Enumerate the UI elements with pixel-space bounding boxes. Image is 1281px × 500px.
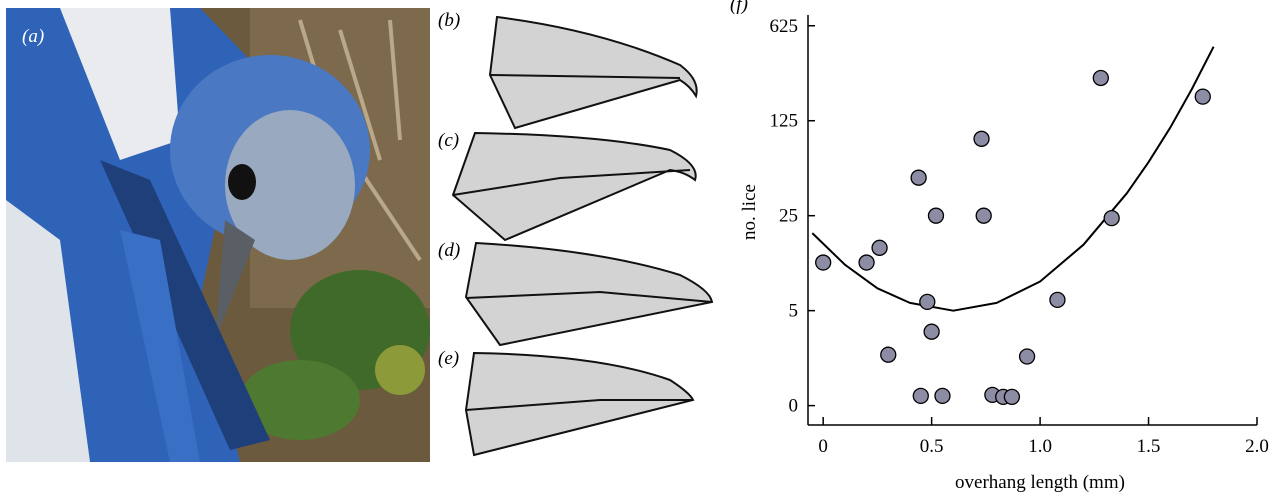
- data-point: [872, 240, 887, 255]
- fit-curve: [812, 47, 1213, 311]
- data-point: [911, 170, 926, 185]
- data-point: [976, 208, 991, 223]
- y-tick-label: 5: [789, 301, 799, 322]
- data-point: [920, 294, 935, 309]
- x-tick-label: 0.5: [920, 436, 944, 457]
- panel-label: (e): [438, 348, 459, 369]
- data-point: [1195, 89, 1210, 104]
- y-tick-label: 125: [770, 111, 799, 132]
- x-axis-title: overhang length (mm): [955, 472, 1125, 493]
- data-point: [1104, 211, 1119, 226]
- data-point: [1004, 389, 1019, 404]
- data-point: [924, 324, 939, 339]
- y-axis-title: no. lice: [739, 184, 760, 240]
- data-point: [935, 388, 950, 403]
- data-point: [1020, 349, 1035, 364]
- data-point: [859, 255, 874, 270]
- x-tick-label: 2.0: [1245, 436, 1269, 457]
- data-point: [928, 208, 943, 223]
- figure: (a) (b) (c) (d) (e) (f) overhang length …: [0, 0, 1281, 495]
- x-tick-label: 1.5: [1137, 436, 1161, 457]
- data-point: [816, 255, 831, 270]
- y-tick-label: 0: [789, 396, 799, 417]
- x-tick-label: 0: [818, 436, 828, 457]
- panel-label: (a): [22, 26, 44, 47]
- data-point: [1093, 70, 1108, 85]
- data-point: [881, 347, 896, 362]
- panel-label: (f): [730, 0, 748, 15]
- bird-photo: [6, 8, 430, 462]
- panel-label: (d): [438, 240, 460, 261]
- data-point: [974, 131, 989, 146]
- data-point: [1050, 292, 1065, 307]
- panel-label: (b): [438, 10, 460, 31]
- panel-label: (c): [438, 130, 459, 151]
- y-tick-label: 25: [779, 206, 798, 227]
- data-point: [913, 388, 928, 403]
- x-tick-label: 1.0: [1028, 436, 1052, 457]
- beak-outlines: [453, 17, 712, 455]
- y-tick-label: 625: [770, 16, 799, 37]
